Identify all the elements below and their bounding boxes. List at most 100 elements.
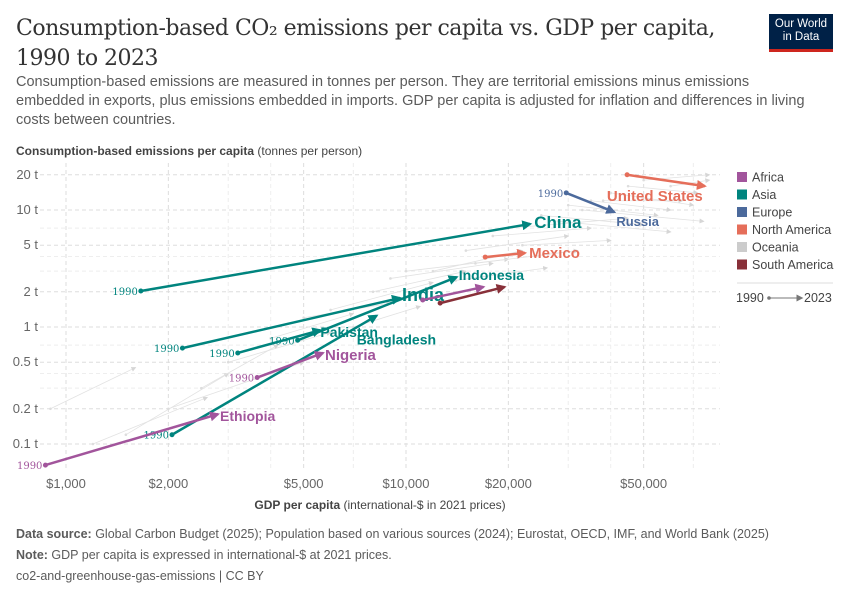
other-country-start-dot <box>454 279 457 282</box>
series-start-dot <box>624 172 630 178</box>
legend-label-north-america: North America <box>752 223 831 237</box>
legend-label-south-america: South America <box>752 258 833 272</box>
other-country-arrow <box>228 331 332 363</box>
series-label: Russia <box>616 214 659 229</box>
other-country-arrow <box>125 373 230 436</box>
other-country-arrow <box>492 225 592 237</box>
series-start-dot <box>254 375 260 381</box>
series-arrow-africa <box>422 283 486 302</box>
series-label: United States <box>607 188 703 205</box>
x-tick-label: $5,000 <box>284 476 324 491</box>
start-year-label: 1990 <box>209 349 234 360</box>
other-country-start-dot <box>124 433 128 437</box>
x-tick-label: $20,000 <box>485 476 532 491</box>
other-country-arrow <box>201 344 279 389</box>
y-tick-label: 20 t <box>16 167 38 182</box>
owid-logo[interactable]: Our World in Data <box>769 14 833 52</box>
other-country-start-dot <box>539 214 543 217</box>
start-year-label: 1990 <box>112 287 137 298</box>
other-country-start-dot <box>329 308 332 312</box>
other-country-arrow <box>590 200 672 213</box>
other-country-start-dot <box>464 249 468 252</box>
x-tick-label: $2,000 <box>148 476 188 491</box>
series-label: Mexico <box>529 245 580 262</box>
series-arrow-bangladesh <box>171 314 379 436</box>
other-country-arrow <box>455 265 549 281</box>
series-start-dot <box>42 462 48 468</box>
x-tick-label: $50,000 <box>620 476 667 491</box>
start-year-label: 1990 <box>154 344 179 355</box>
series-arrow-united-states <box>626 173 707 190</box>
series-arrow-nigeria <box>256 351 325 379</box>
series-arrow-russia <box>565 191 617 214</box>
y-tick-label: 10 t <box>16 202 38 217</box>
legend-label-asia: Asia <box>752 188 776 202</box>
other-country-arrow <box>522 238 612 246</box>
y-tick-label: 0.1 t <box>13 436 39 451</box>
other-country-start-dot <box>491 234 495 238</box>
series-start-dot <box>437 300 443 306</box>
x-axis-label: GDP per capita (international-$ in 2021 … <box>254 498 505 512</box>
other-country-start-dot <box>199 386 203 390</box>
series-label: India <box>402 285 445 305</box>
series-start-dot <box>563 190 569 196</box>
other-country-start-dot <box>91 442 95 446</box>
y-axis-label-unit: (tonnes per person) <box>254 144 363 158</box>
other-country-start-dot <box>474 262 477 265</box>
series-arrow-china <box>140 220 533 293</box>
legend-swatch <box>737 189 747 200</box>
series-arrow-indonesia <box>297 275 459 342</box>
series-label: Indonesia <box>459 267 525 283</box>
series-arrow-india <box>182 294 402 350</box>
series-start-dot <box>420 297 426 303</box>
other-country-arrow <box>465 234 570 251</box>
license[interactable]: co2-and-greenhouse-gas-emissions | CC BY <box>16 569 264 583</box>
y-tick-label: 5 t <box>24 237 39 252</box>
other-country-start-dot <box>521 243 524 247</box>
y-axis-label: Consumption-based emissions per capita (… <box>16 144 362 158</box>
y-tick-label: 2 t <box>24 284 39 299</box>
other-country-start-dot <box>626 184 630 188</box>
other-country-arrow <box>557 220 672 235</box>
scatter-chart: $1,000 $2,000 $5,000 $10,000 $20,000 $50,000 0… <box>13 163 833 512</box>
start-year-label: 1990 <box>538 189 563 200</box>
legend-label-africa: Africa <box>752 171 784 185</box>
other-country-start-dot <box>49 407 52 411</box>
other-country-start-dot <box>566 203 570 207</box>
y-tick-label: 1 t <box>24 319 39 334</box>
y-axis-label-main: Consumption-based emissions per capita <box>16 144 255 158</box>
legend-swatch <box>737 224 747 235</box>
other-country-start-dot <box>609 191 613 195</box>
series-start-dot <box>295 337 301 343</box>
other-country-start-dot <box>556 220 560 223</box>
series-start-dot <box>482 254 488 260</box>
legend-swatch <box>737 172 747 182</box>
other-country-arrow <box>582 209 705 224</box>
chart-title: Consumption-based CO₂ emissions per capi… <box>16 16 715 71</box>
other-country-start-dot <box>404 269 408 273</box>
legend-end-year: 2023 <box>804 291 832 305</box>
other-country-start-dot <box>389 277 392 280</box>
other-country-start-dot <box>269 337 273 340</box>
legend-swatch <box>737 207 747 217</box>
other-country-start-dot <box>642 178 645 182</box>
series-arrow-south-america <box>439 284 507 305</box>
other-country-start-dot <box>601 199 605 203</box>
series-arrow-pakistan <box>237 327 323 355</box>
series-start-dot <box>169 432 175 438</box>
series-label: Nigeria <box>325 347 377 364</box>
start-year-label: 1990 <box>144 431 169 442</box>
other-country-start-dot <box>226 360 230 364</box>
data-source: Data source: Global Carbon Budget (2025)… <box>16 527 769 541</box>
series-start-dot <box>235 350 241 356</box>
x-tick-label: $10,000 <box>383 476 430 491</box>
series-start-dot <box>138 288 144 294</box>
series-arrow-ethiopia <box>45 411 220 467</box>
note: Note: GDP per capita is expressed in int… <box>16 548 392 562</box>
legend-label-europe: Europe <box>752 206 792 220</box>
other-country-arrow <box>372 269 467 293</box>
series-arrow-mexico <box>485 248 528 259</box>
legend-start-year: 1990 <box>736 291 764 305</box>
other-country-arrow <box>628 185 699 196</box>
other-country-start-dot <box>167 407 170 411</box>
